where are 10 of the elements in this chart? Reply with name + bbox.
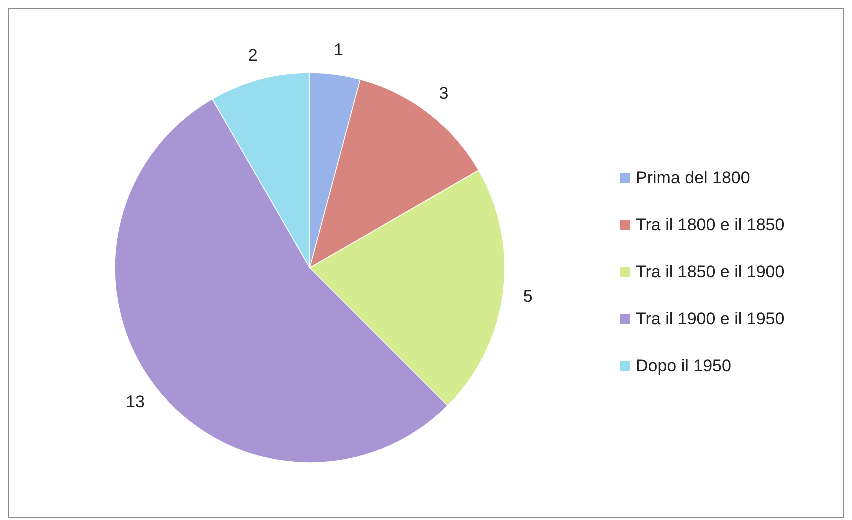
- legend-label: Tra il 1900 e il 1950: [636, 310, 785, 328]
- data-label: 13: [126, 392, 145, 412]
- data-label: 3: [439, 84, 449, 103]
- data-label: 2: [248, 46, 258, 65]
- legend-label: Dopo il 1950: [636, 356, 732, 376]
- legend-label: Prima del 1800: [636, 168, 750, 188]
- data-label: 1: [334, 40, 344, 60]
- data-label: 5: [523, 287, 533, 306]
- legend-label: Tra il 1800 e il 1850: [636, 216, 785, 234]
- legend-label: Tra il 1850 e il 1900: [636, 262, 785, 282]
